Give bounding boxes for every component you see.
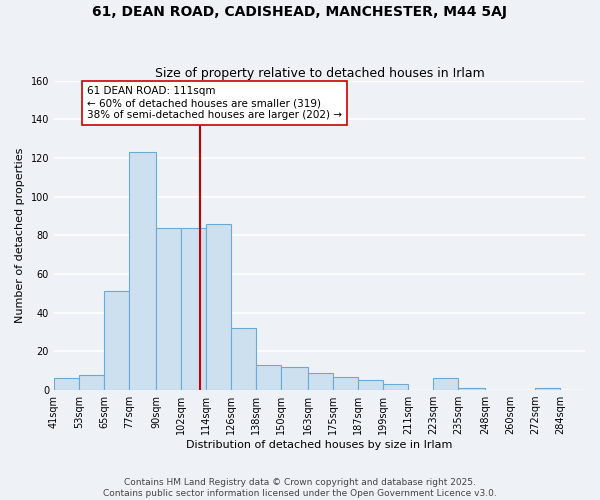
Bar: [104, 292, 129, 390]
Bar: [181, 228, 206, 390]
Bar: [231, 328, 256, 390]
Bar: [54, 378, 79, 390]
Bar: [156, 228, 181, 390]
X-axis label: Distribution of detached houses by size in Irlam: Distribution of detached houses by size …: [186, 440, 452, 450]
Y-axis label: Number of detached properties: Number of detached properties: [15, 148, 25, 323]
Bar: [383, 384, 408, 390]
Bar: [129, 152, 156, 390]
Bar: [458, 388, 485, 390]
Title: Size of property relative to detached houses in Irlam: Size of property relative to detached ho…: [155, 66, 484, 80]
Bar: [308, 372, 333, 390]
Bar: [333, 376, 358, 390]
Text: 61, DEAN ROAD, CADISHEAD, MANCHESTER, M44 5AJ: 61, DEAN ROAD, CADISHEAD, MANCHESTER, M4…: [92, 5, 508, 19]
Bar: [256, 365, 281, 390]
Bar: [535, 388, 560, 390]
Bar: [281, 367, 308, 390]
Bar: [79, 374, 104, 390]
Bar: [206, 224, 231, 390]
Bar: [433, 378, 458, 390]
Text: 61 DEAN ROAD: 111sqm
← 60% of detached houses are smaller (319)
38% of semi-deta: 61 DEAN ROAD: 111sqm ← 60% of detached h…: [87, 86, 342, 120]
Text: Contains HM Land Registry data © Crown copyright and database right 2025.
Contai: Contains HM Land Registry data © Crown c…: [103, 478, 497, 498]
Bar: [358, 380, 383, 390]
